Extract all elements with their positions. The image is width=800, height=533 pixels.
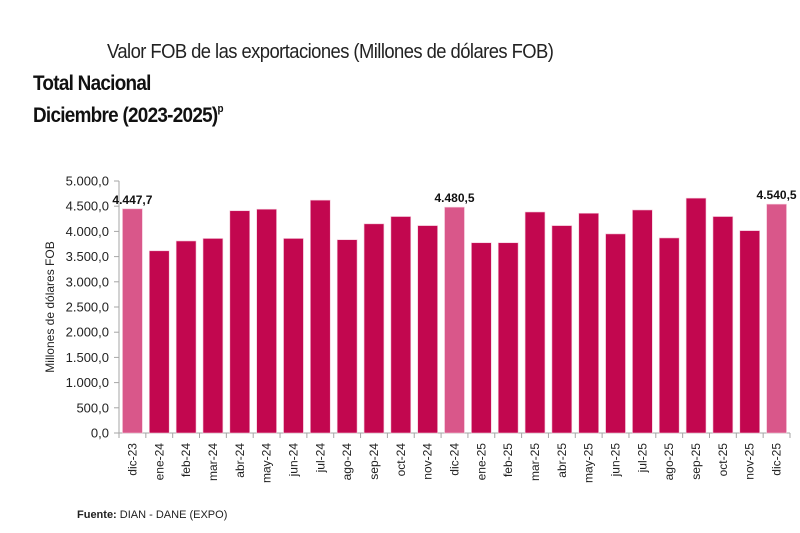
y-tick-label: 3.500,0 — [66, 249, 109, 264]
x-tick-label: jun-24 — [286, 443, 300, 478]
x-tick-label: sep-25 — [689, 443, 703, 480]
chart-subtitle-scope: Total Nacional — [33, 72, 151, 95]
source-label: Fuente: — [77, 509, 117, 521]
bar-ago-25 — [658, 237, 680, 434]
y-axis: 0,0 500,0 1.000,0 1.500,0 2.000,0 2.500,0 3.00… — [66, 174, 120, 441]
bar-jun-25 — [605, 233, 626, 434]
bar-jul-25 — [632, 209, 653, 434]
bar-jul-24 — [310, 199, 331, 434]
x-tick-label: feb-25 — [501, 443, 515, 477]
data-label-dic-25: 4.540,5 — [757, 188, 797, 202]
x-tick-label: sep-24 — [367, 443, 381, 480]
x-tick-label: feb-24 — [179, 443, 193, 477]
bar-feb-25 — [497, 242, 519, 434]
chart-title: Valor FOB de las exportaciones (Millones… — [107, 41, 554, 63]
x-tick-label: mar-25 — [528, 443, 542, 481]
x-tick-label: dic-25 — [770, 443, 784, 476]
x-tick-label: ago-25 — [662, 443, 676, 481]
bar-ene-24 — [149, 250, 170, 434]
y-tick-label: 2.500,0 — [66, 300, 109, 315]
bar-nov-24 — [417, 225, 438, 434]
bar-jun-24 — [283, 238, 304, 434]
bar-oct-25 — [712, 216, 734, 434]
y-tick-label: 1.500,0 — [66, 350, 109, 365]
x-tick-label: abr-24 — [233, 443, 247, 478]
x-tick-label: dic-23 — [125, 443, 139, 476]
bars — [122, 197, 787, 434]
source-note: Fuente: DIAN - DANE (EXPO) — [77, 509, 227, 521]
bar-mar-25 — [524, 211, 546, 434]
x-tick-label: ene-25 — [474, 443, 488, 481]
x-tick-label: jul-25 — [635, 443, 649, 474]
y-tick-label: 5.000,0 — [66, 174, 109, 189]
bar-mar-24 — [202, 238, 224, 434]
data-labels: 4.447,7 4.480,5 4.540,5 — [112, 188, 797, 207]
y-tick-label: 3.000,0 — [66, 274, 109, 289]
x-tick-label: may-25 — [582, 443, 596, 483]
data-label-dic-24: 4.480,5 — [434, 191, 474, 205]
x-tick-label: jul-24 — [313, 443, 327, 474]
x-tick-label: may-24 — [260, 443, 274, 483]
data-label-dic-23: 4.447,7 — [112, 193, 152, 207]
provisional-mark: p — [217, 103, 224, 115]
x-axis: dic-23 ene-24 feb-24 mar-24 abr-24 may-24 jun-… — [118, 432, 791, 483]
bar-nov-25 — [739, 230, 760, 434]
x-tick-label: oct-24 — [394, 443, 408, 477]
chart-subtitle-period: Diciembre (2023-2025)p — [33, 103, 224, 128]
x-tick-label: ene-24 — [152, 443, 166, 481]
x-tick-label: nov-24 — [421, 443, 435, 480]
bar-sep-24 — [363, 223, 385, 434]
x-tick-label: ago-24 — [340, 443, 354, 481]
x-tick-label: nov-25 — [743, 443, 757, 480]
x-tick-label: abr-25 — [555, 443, 569, 478]
bar-dic-23 — [122, 208, 143, 434]
source-value: DIAN - DANE (EXPO) — [116, 509, 228, 521]
bar-dic-24 — [444, 206, 465, 434]
x-tick-label: dic-24 — [448, 443, 462, 476]
y-tick-label: 1.000,0 — [66, 375, 109, 390]
bar-sep-25 — [685, 197, 707, 434]
period-text: Diciembre (2023-2025) — [33, 104, 218, 127]
bar-abr-24 — [229, 210, 251, 434]
bar-may-25 — [578, 212, 599, 434]
bar-abr-25 — [551, 225, 573, 434]
x-tick-label: jun-25 — [609, 443, 623, 478]
bar-dic-25 — [766, 203, 787, 434]
x-tick-label: mar-24 — [206, 443, 220, 481]
x-tick-label: oct-25 — [716, 443, 730, 477]
y-tick-label: 4.000,0 — [66, 224, 109, 239]
bar-oct-24 — [390, 216, 412, 434]
y-tick-label: 2.000,0 — [66, 325, 109, 340]
bar-ago-24 — [336, 239, 358, 434]
bar-feb-24 — [175, 240, 197, 434]
y-tick-label: 500,0 — [76, 400, 109, 415]
y-tick-label: 4.500,0 — [66, 199, 109, 214]
bar-may-24 — [256, 208, 277, 434]
bar-ene-25 — [471, 242, 492, 434]
y-axis-label: Millones de dólares FOB — [43, 241, 57, 372]
y-tick-label: 0,0 — [91, 426, 109, 441]
